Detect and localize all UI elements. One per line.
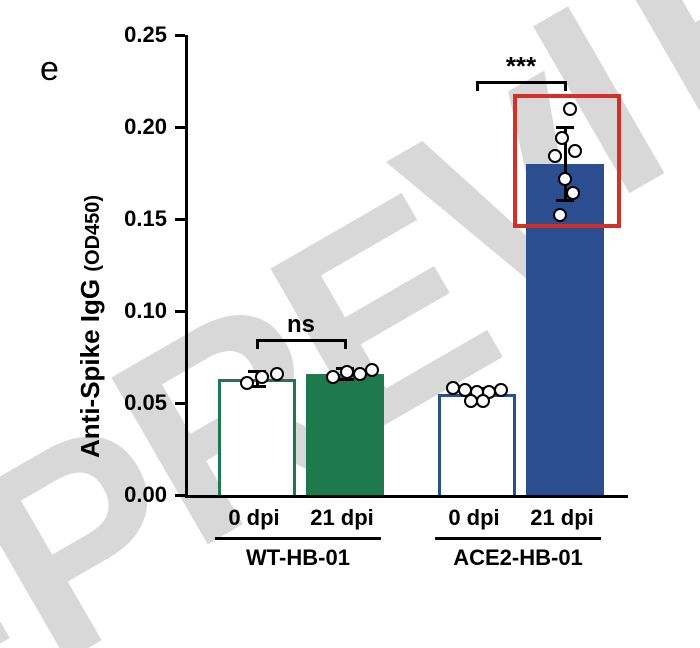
y-tick-label: 0.10: [105, 298, 167, 324]
y-tick-label: 0.15: [105, 206, 167, 232]
x-tick-label: 0 dpi: [210, 505, 298, 531]
group-label: WT-HB-01: [195, 545, 401, 571]
group-underline: [435, 537, 601, 540]
group-label: ACE2-HB-01: [415, 545, 621, 571]
bar-wt-0dpi: [218, 379, 296, 495]
x-tick-label: 0 dpi: [430, 505, 518, 531]
data-point: [340, 365, 354, 379]
y-tick-label: 0.25: [105, 22, 167, 48]
plot-area: ns ***: [185, 35, 628, 498]
sig-bracket-tick: [564, 81, 567, 91]
y-tick-label: 0.05: [105, 390, 167, 416]
group-underline: [215, 537, 381, 540]
data-point: [270, 367, 284, 381]
y-tick: [175, 402, 185, 405]
watermark-letter: E: [0, 492, 94, 648]
sig-label: ns: [257, 311, 345, 339]
y-axis-label-main: Anti-Spike IgG: [75, 279, 105, 458]
sig-bracket: [257, 339, 345, 342]
data-point: [494, 383, 508, 397]
data-point: [365, 363, 379, 377]
panel-label: e: [40, 50, 59, 89]
y-tick-label: 0.20: [105, 114, 167, 140]
sig-bracket-tick: [476, 81, 479, 91]
highlight-rect: [513, 94, 621, 228]
y-tick: [175, 494, 185, 497]
y-tick: [175, 126, 185, 129]
x-tick-label: 21 dpi: [518, 505, 606, 531]
sig-bracket-tick: [344, 339, 347, 349]
y-tick: [175, 34, 185, 37]
bar-wt-21dpi: [306, 374, 384, 495]
sig-bracket-tick: [256, 339, 259, 349]
y-tick-label: 0.00: [105, 482, 167, 508]
y-tick: [175, 310, 185, 313]
y-tick: [175, 218, 185, 221]
sig-label: ***: [477, 51, 565, 82]
x-tick-label: 21 dpi: [298, 505, 386, 531]
y-axis-label-sub: (OD450): [82, 195, 104, 272]
data-point: [240, 376, 254, 390]
y-axis-label: Anti-Spike IgG (OD450): [75, 195, 106, 458]
bar-ace2-0dpi: [438, 394, 516, 495]
